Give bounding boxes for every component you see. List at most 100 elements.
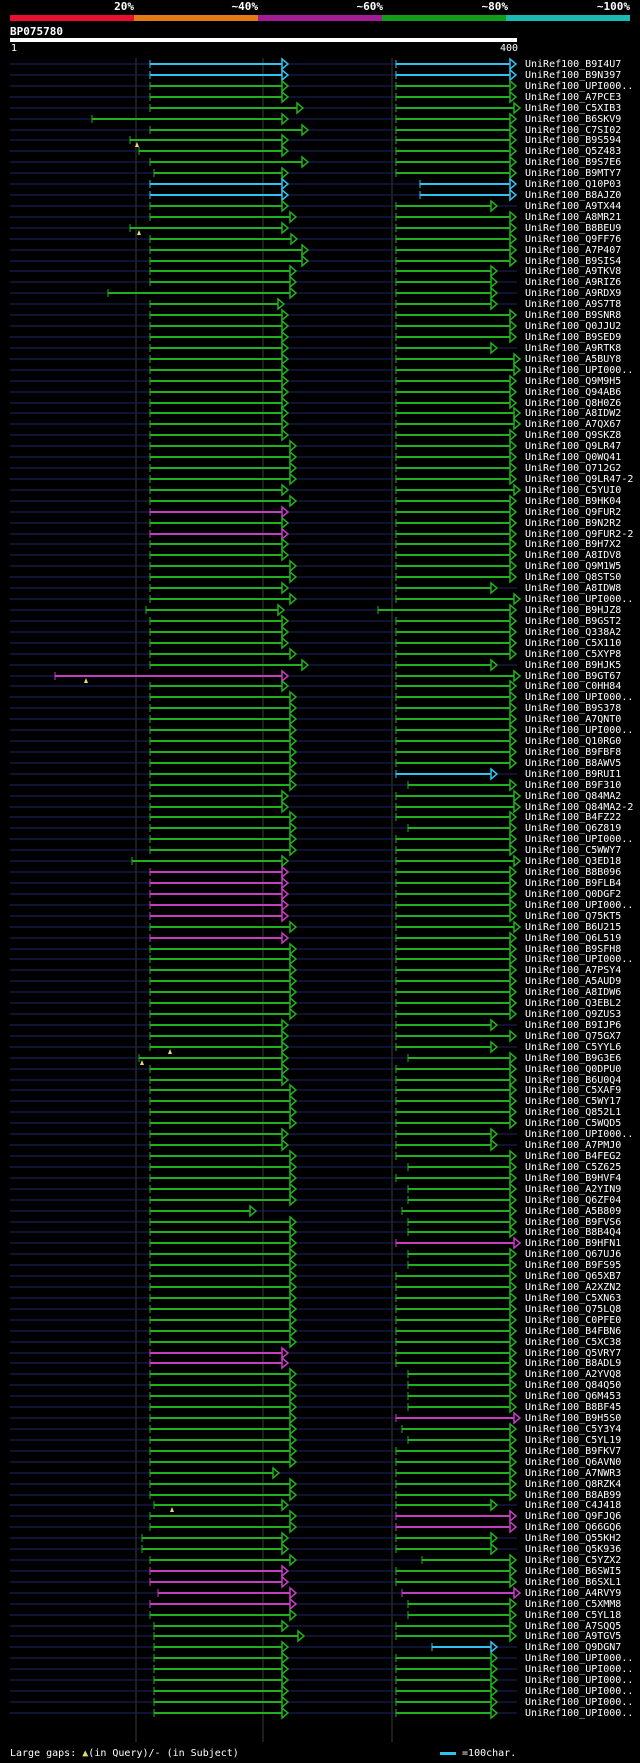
hit-row[interactable]: UniRef100_Q712G2 (10, 461, 621, 475)
hit-row[interactable]: UniRef100_Q6M453 (10, 1389, 621, 1403)
hit-row[interactable]: UniRef100_Q8RZK4 (10, 1477, 621, 1491)
hit-label[interactable]: UniRef100_A7PMJ0 (525, 1140, 621, 1151)
hit-label[interactable]: UniRef100_Q3EBL2 (525, 998, 621, 1009)
hit-label[interactable]: UniRef100_B9FS95 (525, 1260, 621, 1271)
hit-row[interactable]: UniRef100_A7QNT0 (10, 712, 621, 726)
hit-row[interactable]: UniRef100_B8AWV5 (10, 756, 621, 770)
hit-label[interactable]: UniRef100_B6U215 (525, 922, 621, 933)
hit-row[interactable]: UniRef100_B9I4U7 (10, 57, 621, 71)
hit-label[interactable]: UniRef100_Q66GQ6 (525, 1522, 621, 1533)
hit-row[interactable]: UniRef100_Q66GQ6 (10, 1520, 621, 1534)
hit-label[interactable]: UniRef100_C5XMM8 (525, 1599, 621, 1610)
hit-row[interactable]: UniRef100_B9G3E6 (10, 1051, 621, 1065)
hit-row[interactable]: UniRef100_Q5VRY7 (10, 1346, 621, 1360)
hit-row[interactable]: UniRef100_A9TGV5 (10, 1629, 621, 1643)
hit-row[interactable]: UniRef100_A7PMJ0 (10, 1138, 621, 1152)
hit-label[interactable]: UniRef100_A2YVQ8 (525, 1369, 621, 1380)
hit-label[interactable]: UniRef100_Q0DGF2 (525, 889, 621, 900)
hit-row[interactable]: UniRef100_C5XIB3 (10, 101, 621, 115)
hit-label[interactable]: UniRef100_A8IDV8 (525, 550, 621, 561)
hit-label[interactable]: UniRef100_B9H5S0 (525, 1413, 621, 1424)
hit-row[interactable]: UniRef100_A2YVQ8 (10, 1367, 621, 1381)
hit-label[interactable]: UniRef100_A5BUY8 (525, 354, 621, 365)
hit-label[interactable]: UniRef100_B9HJK5 (525, 660, 621, 671)
hit-row[interactable]: UniRef100_UPI000.. (10, 1706, 633, 1720)
hit-label[interactable]: UniRef100_UPI000.. (525, 1697, 633, 1708)
hit-label[interactable]: UniRef100_C0PFE0 (525, 1315, 621, 1326)
hit-label[interactable]: UniRef100_A7PCE3 (525, 92, 621, 103)
hit-row[interactable]: UniRef100_B9S594 (10, 133, 621, 147)
hit-row[interactable]: UniRef100_UPI000.. (10, 592, 633, 606)
hit-label[interactable]: UniRef100_A7P407 (525, 245, 621, 256)
hit-row[interactable]: UniRef100_Q852L1 (10, 1105, 621, 1119)
hit-label[interactable]: UniRef100_UPI000.. (525, 1129, 633, 1140)
hit-label[interactable]: UniRef100_Q9LR47 (525, 441, 621, 452)
hit-label[interactable]: UniRef100_Q9SKZ8 (525, 430, 621, 441)
hit-label[interactable]: UniRef100_B9IJP6 (525, 1020, 621, 1031)
hit-row[interactable]: UniRef100_UPI000.. (10, 1695, 633, 1709)
hit-label[interactable]: UniRef100_C5XIB3 (525, 103, 621, 114)
hit-row[interactable]: UniRef100_B9RUI1 (10, 767, 621, 781)
hit-label[interactable]: UniRef100_UPI000.. (525, 1675, 633, 1686)
hit-row[interactable]: UniRef100_A7P407 (10, 243, 621, 257)
hit-label[interactable]: UniRef100_A9S7T8 (525, 299, 621, 310)
hit-row[interactable]: UniRef100_B9FVS6 (10, 1215, 621, 1229)
hit-label[interactable]: UniRef100_C5YL19 (525, 1435, 621, 1446)
hit-label[interactable]: UniRef100_C5YZX2 (525, 1555, 621, 1566)
hit-label[interactable]: UniRef100_B9S594 (525, 135, 621, 146)
hit-label[interactable]: UniRef100_UPI000.. (525, 900, 633, 911)
hit-row[interactable]: UniRef100_B9FLB4 (10, 876, 621, 890)
hit-label[interactable]: UniRef100_A7SQQ5 (525, 1621, 621, 1632)
hit-label[interactable]: UniRef100_UPI000.. (525, 692, 633, 703)
hit-row[interactable]: UniRef100_C5YYL6 (10, 1040, 621, 1054)
hit-row[interactable]: UniRef100_B9SNR8 (10, 308, 621, 322)
hit-row[interactable]: UniRef100_UPI000.. (10, 1651, 633, 1665)
hit-label[interactable]: UniRef100_B9MTY7 (525, 168, 621, 179)
hit-label[interactable]: UniRef100_B8BEU9 (525, 223, 621, 234)
hit-label[interactable]: UniRef100_Q67UJ6 (525, 1249, 621, 1260)
hit-label[interactable]: UniRef100_UPI000.. (525, 365, 633, 376)
hit-label[interactable]: UniRef100_Q6M453 (525, 1391, 621, 1402)
hit-row[interactable]: UniRef100_B9MTY7 (10, 166, 621, 180)
hit-label[interactable]: UniRef100_A5AUD9 (525, 976, 621, 987)
hit-label[interactable]: UniRef100_Q10RG0 (525, 736, 621, 747)
hit-label[interactable]: UniRef100_B9FKV7 (525, 1446, 621, 1457)
hit-label[interactable]: UniRef100_A8IDW8 (525, 583, 621, 594)
hit-row[interactable]: UniRef100_A9TX44 (10, 199, 621, 213)
hit-label[interactable]: UniRef100_Q0JJU2 (525, 321, 621, 332)
hit-label[interactable]: UniRef100_B4FBN6 (525, 1326, 621, 1337)
hit-label[interactable]: UniRef100_Q8RZK4 (525, 1479, 621, 1490)
hit-label[interactable]: UniRef100_Q94AB6 (525, 387, 621, 398)
hit-label[interactable]: UniRef100_Q9M9H5 (525, 376, 621, 387)
hit-row[interactable]: UniRef100_Q9LR47-2 (10, 472, 633, 486)
hit-label[interactable]: UniRef100_UPI000.. (525, 954, 633, 965)
hit-row[interactable]: UniRef100_C5XAF9 (10, 1083, 621, 1097)
hit-row[interactable]: UniRef100_UPI000.. (10, 79, 633, 93)
hit-row[interactable]: UniRef100_A9RIZ6 (10, 275, 621, 289)
hit-label[interactable]: UniRef100_C5WWY7 (525, 845, 621, 856)
hit-label[interactable]: UniRef100_Q84MA2-2 (525, 802, 633, 813)
hit-row[interactable]: UniRef100_Q5K936 (10, 1542, 621, 1556)
hit-label[interactable]: UniRef100_UPI000.. (525, 594, 633, 605)
hit-label[interactable]: UniRef100_C5XAF9 (525, 1085, 621, 1096)
hit-label[interactable]: UniRef100_B6SXL1 (525, 1577, 621, 1588)
hit-label[interactable]: UniRef100_C5YYL6 (525, 1042, 621, 1053)
hit-label[interactable]: UniRef100_Q9LR47-2 (525, 474, 633, 485)
hit-label[interactable]: UniRef100_Q10P03 (525, 179, 621, 190)
hit-row[interactable]: UniRef100_A8IDW6 (10, 985, 621, 999)
hit-label[interactable]: UniRef100_B8BF45 (525, 1402, 621, 1413)
hit-row[interactable]: UniRef100_C5WQD5 (10, 1116, 621, 1130)
hit-row[interactable]: UniRef100_A7QX67 (10, 417, 621, 431)
hit-row[interactable]: UniRef100_B9HFN1 (10, 1236, 621, 1250)
hit-row[interactable]: UniRef100_Q9SKZ8 (10, 428, 621, 442)
hit-label[interactable]: UniRef100_Q75LQ8 (525, 1304, 621, 1315)
hit-label[interactable]: UniRef100_B9S7E6 (525, 157, 621, 168)
hit-row[interactable]: UniRef100_UPI000.. (10, 363, 633, 377)
hit-label[interactable]: UniRef100_B8AB99 (525, 1490, 621, 1501)
hit-label[interactable]: UniRef100_B9HJZ8 (525, 605, 621, 616)
hit-label[interactable]: UniRef100_B9GST2 (525, 616, 621, 627)
hit-row[interactable]: UniRef100_Q0JJU2 (10, 319, 621, 333)
hit-row[interactable]: UniRef100_Q6ZF04 (10, 1193, 621, 1207)
hit-label[interactable]: UniRef100_B9SED9 (525, 332, 621, 343)
hit-row[interactable]: UniRef100_UPI000.. (10, 832, 633, 846)
